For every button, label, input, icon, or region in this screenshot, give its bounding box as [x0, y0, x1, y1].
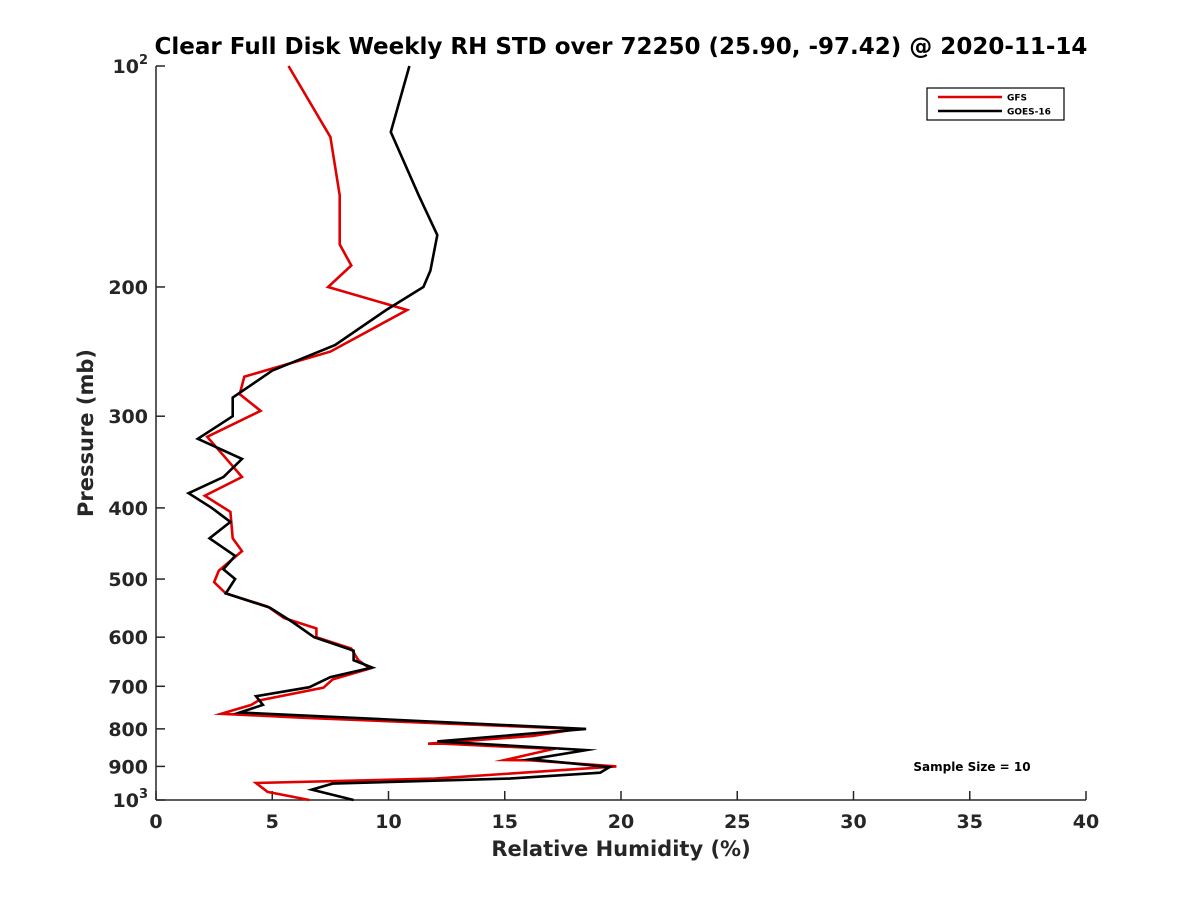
- legend: GFS GOES-16: [926, 87, 1065, 121]
- sample-size-annotation: Sample Size = 10: [913, 760, 1030, 774]
- legend-box: [926, 87, 1065, 121]
- x-tick-label: 10: [375, 811, 401, 833]
- y-tick-label: 700: [108, 676, 148, 698]
- y-axis-label: Pressure (mb): [74, 349, 98, 517]
- x-tick-label: 35: [957, 811, 983, 833]
- x-tick-label: 5: [266, 811, 279, 833]
- legend-label: GFS: [1007, 94, 1027, 104]
- y-tick-label: 500: [108, 569, 148, 591]
- x-tick-label: 25: [724, 811, 750, 833]
- x-tick-label: 20: [608, 811, 634, 833]
- y-tick-label: 600: [108, 627, 148, 649]
- y-tick-label: 200: [108, 277, 148, 299]
- series-line-goes-16: [185, 65, 614, 802]
- y-tick-label: 800: [108, 719, 148, 741]
- y-tick-label: 900: [108, 756, 148, 778]
- x-axis-label: Relative Humidity (%): [491, 837, 750, 861]
- x-tick-label: 0: [149, 811, 162, 833]
- y-tick-label: 102: [113, 53, 149, 78]
- x-tick-label: 30: [840, 811, 866, 833]
- legend-label: GOES-16: [1007, 108, 1051, 118]
- x-tick-label: 15: [492, 811, 518, 833]
- series-layer: [185, 65, 617, 802]
- y-tick-label: 400: [108, 498, 148, 520]
- x-tick-label: 40: [1073, 811, 1099, 833]
- axes: 0 5 10 15 20 25 30 35 40 102 200 300 400 500 600 700 800…: [108, 53, 1099, 833]
- y-tick-label: 300: [108, 406, 148, 428]
- chart-title: Clear Full Disk Weekly RH STD over 72250…: [155, 34, 1088, 60]
- y-tick-label: 103: [113, 787, 149, 812]
